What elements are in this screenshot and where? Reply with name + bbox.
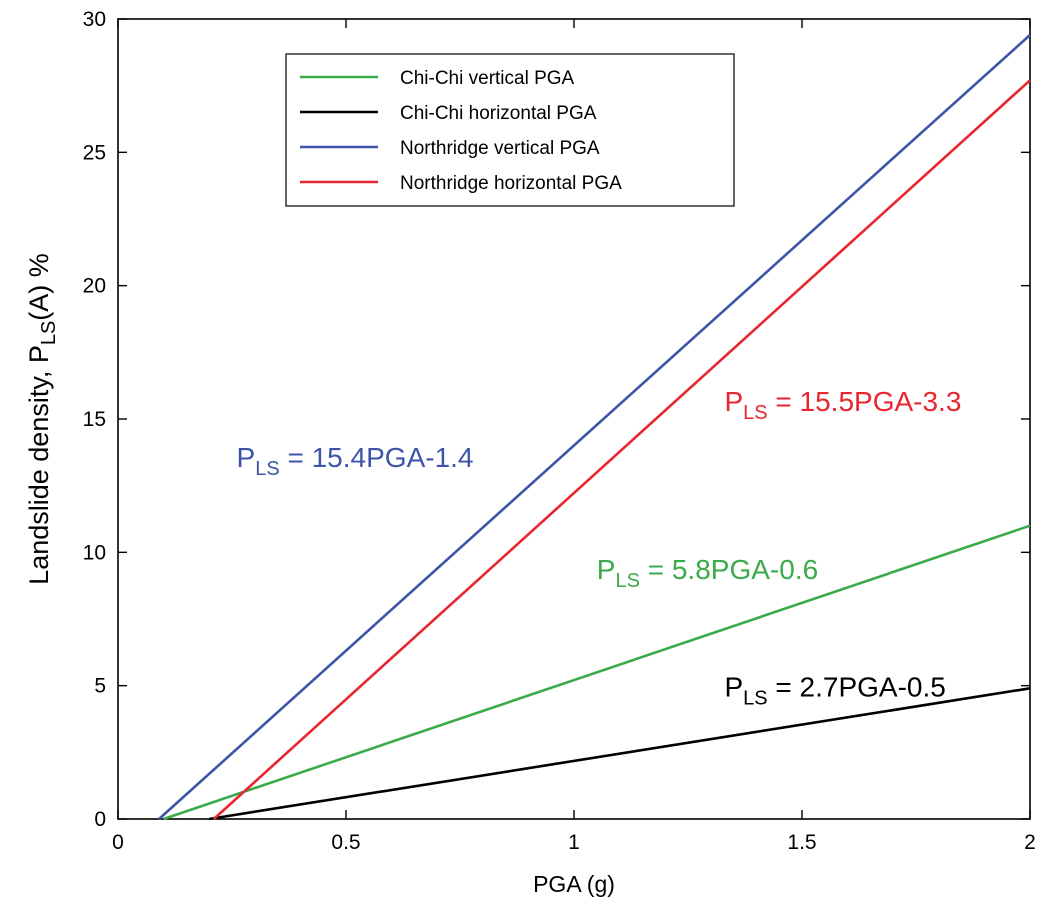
equation-body: = 15.4PGA-1.4 xyxy=(280,442,474,473)
y-tick-label: 0 xyxy=(94,808,106,831)
y-tick-label: 20 xyxy=(83,275,106,298)
legend-label-1: Chi-Chi horizontal PGA xyxy=(400,103,597,124)
x-tick-label: 0 xyxy=(112,831,124,854)
series-lines xyxy=(158,34,1031,821)
x-tick-label: 2 xyxy=(1024,831,1036,854)
equation-body: = 15.5PGA-3.3 xyxy=(768,386,962,417)
equation-prefix: P xyxy=(597,554,616,585)
equation-body: = 2.7PGA-0.5 xyxy=(768,671,946,702)
equation-subscript: LS xyxy=(255,458,279,480)
legend: Chi-Chi vertical PGA Chi-Chi horizontal P… xyxy=(285,53,735,207)
equation-label-0: PLS = 15.4PGA-1.4 xyxy=(237,442,474,480)
equation-body: = 5.8PGA-0.6 xyxy=(640,554,818,585)
y-tick-label: 25 xyxy=(83,141,106,164)
equation-label-1: PLS = 15.5PGA-3.3 xyxy=(724,386,961,424)
equation-prefix: P xyxy=(724,671,743,702)
series-line-0 xyxy=(163,524,1031,821)
equation-subscript: LS xyxy=(615,570,639,592)
x-tick-label: 1 xyxy=(568,831,580,854)
x-axis-label: PGA (g) xyxy=(533,871,615,897)
legend-label-0: Chi-Chi vertical PGA xyxy=(400,68,575,89)
x-tick-label: 1.5 xyxy=(787,831,816,854)
y-axis-label-sub: LS xyxy=(38,321,60,345)
y-tick-label: 15 xyxy=(83,408,106,431)
equation-prefix: P xyxy=(237,442,256,473)
series-line-1 xyxy=(208,687,1031,821)
y-axis-label-suffix: (A) % xyxy=(24,253,54,321)
x-tick-label: 0.5 xyxy=(331,831,360,854)
y-tick-label: 30 xyxy=(83,8,106,31)
y-tick-label: 5 xyxy=(94,675,106,698)
series-line-2 xyxy=(158,34,1031,820)
legend-box xyxy=(285,53,735,207)
y-axis-label-main: Landslide density, P xyxy=(24,345,54,585)
legend-label-2: Northridge vertical PGA xyxy=(400,138,600,159)
equation-subscript: LS xyxy=(743,402,767,424)
y-axis-label: Landslide density, PLS(A) % xyxy=(24,253,60,585)
equation-label-2: PLS = 5.8PGA-0.6 xyxy=(597,554,818,592)
series-line-3 xyxy=(212,79,1031,820)
equation-label-3: PLS = 2.7PGA-0.5 xyxy=(724,671,945,709)
equation-prefix: P xyxy=(724,386,743,417)
equation-subscript: LS xyxy=(743,687,767,709)
legend-label-3: Northridge horizontal PGA xyxy=(400,173,622,194)
y-tick-label: 10 xyxy=(83,541,106,564)
